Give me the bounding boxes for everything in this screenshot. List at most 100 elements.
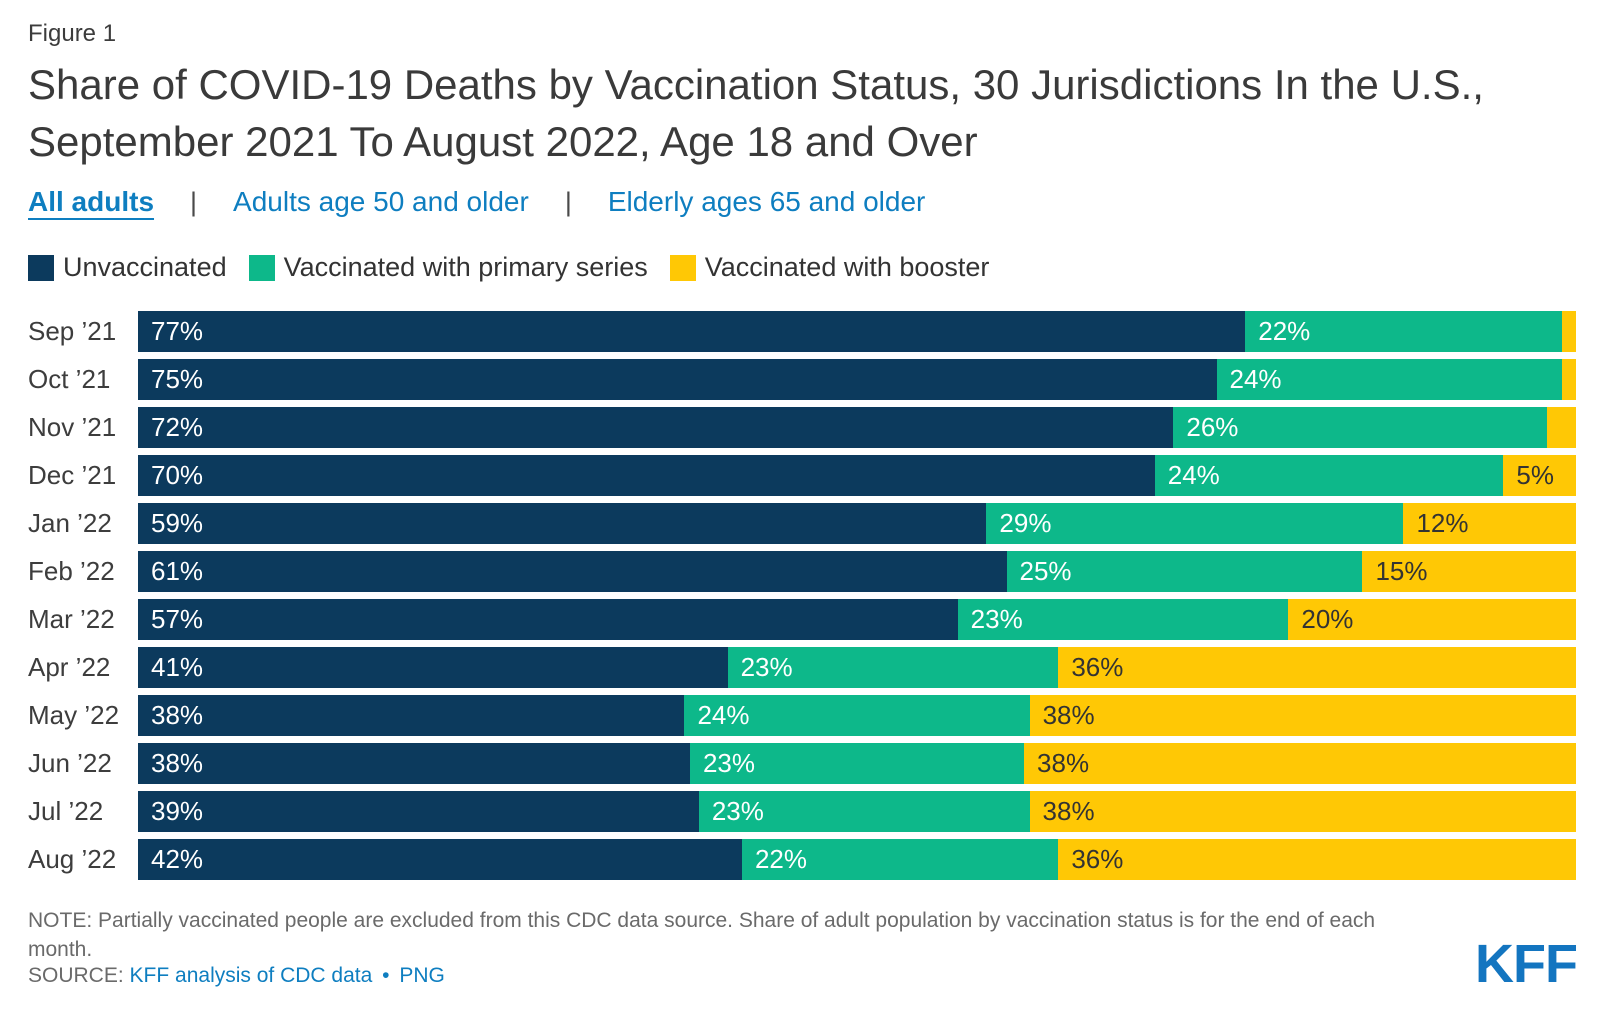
bar-segment-unvaccinated: 57% [138,599,958,640]
bar-value-label: 24% [1167,460,1220,490]
bar-value-label: 20% [1301,604,1354,634]
bar-segment-primary-series: 25% [1006,551,1363,592]
month-label: Mar ’22 [28,604,115,634]
bar-value-label: 26% [1186,412,1239,442]
bar-value-label: 75% [151,364,204,394]
stacked-bar: 70% 24% 5% [138,455,1576,496]
bar-segment-unvaccinated: 72% [138,407,1174,448]
page-title: Share of COVID-19 Deaths by Vaccination … [28,61,1484,166]
bar-segment-booster: 5% [1503,455,1576,496]
legend-label: Vaccinated with booster [704,252,990,282]
bar-value-label: 12% [1416,508,1469,538]
bar-value-label: 38% [1037,748,1090,778]
bar-segment-booster [1547,407,1576,448]
chart-row: Aug ’22 42% 22% 36% [28,839,1576,880]
chart-row: Nov ’21 72% 26% [28,407,1576,448]
bar-segment-booster [1561,359,1576,400]
bar-value-label: 5% [1516,460,1554,490]
bar-segment-unvaccinated: 75% [138,359,1217,400]
bar-segment-unvaccinated: 77% [138,311,1246,352]
bar-segment-booster: 20% [1288,599,1576,640]
stacked-bar: 59% 29% 12% [138,503,1576,544]
legend-label: Unvaccinated [63,252,227,282]
bar-segment-primary-series: 24% [684,695,1030,736]
stacked-bar: 75% 24% [138,359,1576,400]
chart: Sep ’21 77% 22% Oct ’21 75% 24% Nov ’21 72% 26% D… [28,311,1576,887]
chart-row: Jul ’22 39% 23% 38% [28,791,1576,832]
bar-value-label: 41% [151,652,204,682]
bar-value-label: 24% [697,700,750,730]
bar-value-label: 77% [151,316,204,346]
chart-row: May ’22 38% 24% 38% [28,695,1576,736]
month-label: Aug ’22 [28,844,117,874]
bar-value-label: 38% [1042,700,1095,730]
bar-segment-unvaccinated: 41% [138,647,728,688]
note-label: NOTE: [28,909,93,932]
bar-value-label: 23% [970,604,1023,634]
tab-elderly-65-and-older[interactable]: Elderly ages 65 and older [607,186,926,217]
bar-value-label: 29% [999,508,1052,538]
legend-item: Vaccinated with primary series [248,252,648,283]
figure-label: Figure 1 [28,20,117,47]
bar-segment-booster: 38% [1024,743,1576,784]
tab-adults-50-and-older[interactable]: Adults age 50 and older [233,186,529,217]
note-text: NOTE: Partially vaccinated people are ex… [28,906,1438,965]
stacked-bar: 41% 23% 36% [138,647,1576,688]
chart-row: Dec ’21 70% 24% 5% [28,455,1576,496]
bar-segment-unvaccinated: 59% [138,503,987,544]
bar-segment-booster: 38% [1029,791,1576,832]
bar-segment-primary-series: 22% [741,839,1059,880]
bar-value-label: 59% [151,508,204,538]
source-link[interactable]: KFF analysis of CDC data [129,964,373,987]
legend-swatch-icon [669,254,696,281]
bar-value-label: 22% [754,844,807,874]
bar-value-label: 61% [151,556,204,586]
month-label: Jul ’22 [28,796,104,826]
chart-row: Jun ’22 38% 23% 38% [28,743,1576,784]
bar-segment-booster: 36% [1058,647,1576,688]
bar-segment-primary-series: 23% [727,647,1059,688]
png-link[interactable]: PNG [399,964,445,987]
bar-segment-primary-series: 24% [1216,359,1562,400]
tab-all-adults[interactable]: All adults [28,186,155,217]
bullet-separator: • [382,964,390,987]
note-body: Partially vaccinated people are excluded… [28,909,1376,962]
bar-segment-primary-series: 22% [1245,311,1562,352]
source-label: SOURCE: [28,964,124,987]
bar-value-label: 36% [1071,652,1124,682]
month-label: May ’22 [28,700,120,730]
bar-segment-unvaccinated: 42% [138,839,742,880]
bar-segment-unvaccinated: 38% [138,743,690,784]
bar-segment-unvaccinated: 39% [138,791,699,832]
bar-value-label: 15% [1375,556,1428,586]
bar-segment-primary-series: 24% [1154,455,1504,496]
bar-segment-booster [1561,311,1576,352]
month-label: Jan ’22 [28,508,112,538]
bar-value-label: 38% [1042,796,1095,826]
bar-value-label: 38% [151,748,204,778]
bar-segment-primary-series: 23% [957,599,1289,640]
stacked-bar: 42% 22% 36% [138,839,1576,880]
bar-segment-unvaccinated: 61% [138,551,1007,592]
bar-value-label: 36% [1071,844,1124,874]
stacked-bar: 39% 23% 38% [138,791,1576,832]
bar-segment-booster: 15% [1362,551,1576,592]
bar-value-label: 42% [151,844,204,874]
stacked-bar: 72% 26% [138,407,1576,448]
bar-value-label: 22% [1258,316,1311,346]
bar-segment-unvaccinated: 70% [138,455,1155,496]
stacked-bar: 77% 22% [138,311,1576,352]
chart-row: Apr ’22 41% 23% 36% [28,647,1576,688]
month-label: Apr ’22 [28,652,111,682]
tab-separator: | [564,186,572,217]
bar-segment-primary-series: 23% [698,791,1030,832]
bar-segment-primary-series: 23% [689,743,1025,784]
legend-swatch-icon [248,254,275,281]
kff-logo[interactable]: KFF [1475,934,1578,994]
legend-swatch-icon [28,254,54,281]
source-line: SOURCE: KFF analysis of CDC data • PNG [28,964,445,988]
bar-value-label: 38% [151,700,204,730]
chart-row: Feb ’22 61% 25% 15% [28,551,1576,592]
bar-value-label: 23% [702,748,755,778]
month-label: Dec ’21 [28,460,117,490]
